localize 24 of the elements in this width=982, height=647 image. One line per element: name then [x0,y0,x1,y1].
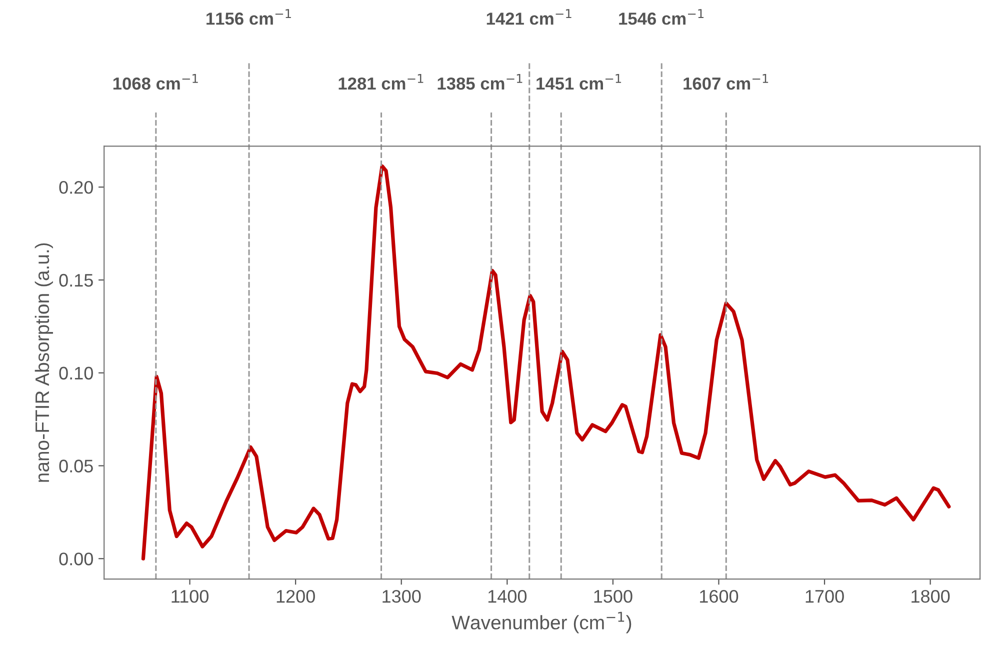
x-tick-label: 1800 [912,590,950,603]
y-axis-title: nano-FTIR Absorption (a.u.) [34,243,53,482]
ref-line-label: 1607 cm$^{−1}$ [684,74,768,90]
ref-line-label: 1451 cm$^{−1}$ [536,74,622,90]
y-tick-label: 0.20 [59,181,93,194]
x-tick-label: 1300 [382,590,421,603]
ref-line-label: 1385 cm$^{−1}$ [438,74,522,90]
x-tick-label: 1700 [806,590,844,603]
ref-line-label: 1068 cm$^{−1}$ [113,74,198,90]
ref-line-label: 1281 cm$^{−1}$ [338,74,424,90]
y-tick-label: 0.15 [59,274,93,287]
x-tick-label: 1400 [488,590,527,603]
x-axis-title: Wavenumber (cm$^{−1}$) [452,612,632,634]
y-tick-label: 0.00 [59,552,93,566]
ref-line-label: 1546 cm$^{−1}$ [619,9,704,25]
x-tick-label: 1600 [700,590,738,603]
y-tick-label: 0.05 [59,460,93,472]
ref-line-label: 1156 cm$^{−1}$ [206,9,291,25]
x-tick-label: 1200 [276,590,315,603]
x-tick-label: 1500 [594,590,632,603]
line-series [141,164,951,560]
y-tick-label: 0.10 [59,366,93,380]
x-tick-label: 1100 [172,590,208,603]
ref-line-label: 1421 cm$^{−1}$ [486,9,572,25]
